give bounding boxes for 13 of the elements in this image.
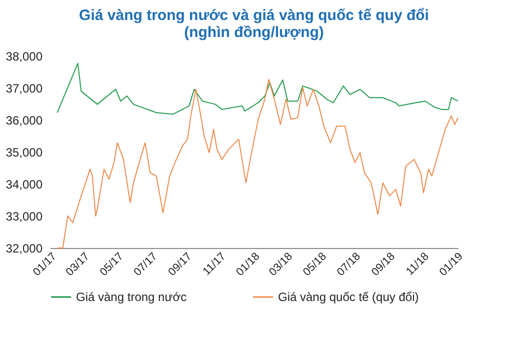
- text: Giá vàng trong nước và giá vàng quốc tế quy đổi: [79, 7, 429, 24]
- y-tick-label: 33,000: [6, 210, 43, 224]
- line-series: [56, 78, 458, 248]
- legend-label: Giá vàng trong nước: [76, 290, 187, 304]
- y-tick-label: 37,000: [6, 82, 43, 96]
- y-tick-label: 38,000: [6, 50, 43, 64]
- line-series: [56, 62, 458, 115]
- y-tick-label: 32,000: [6, 242, 43, 256]
- y-tick-label: 36,000: [6, 114, 43, 128]
- legend-label: Giá vàng quốc tế (quy đổi): [278, 290, 419, 304]
- text: (nghìn đồng/lượng): [184, 24, 324, 41]
- y-tick-label: 34,000: [6, 178, 43, 192]
- y-tick-label: 35,000: [6, 146, 43, 160]
